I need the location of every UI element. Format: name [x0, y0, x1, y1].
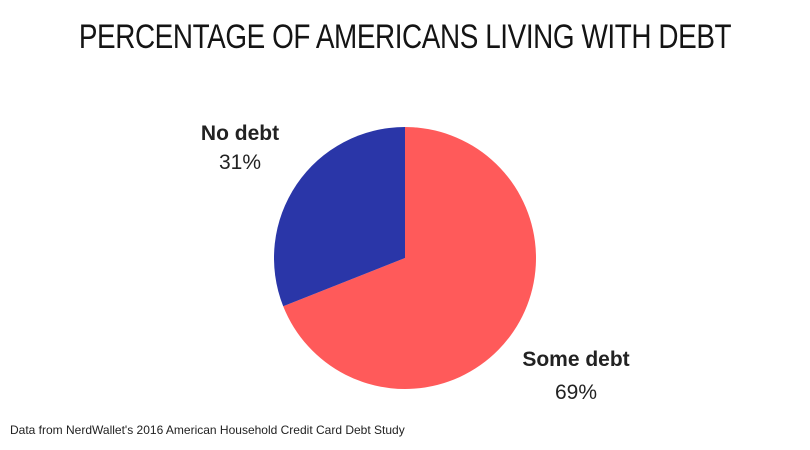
slice-label: Some debt: [522, 348, 629, 371]
slice-labels: Some debt 69% No debt 31%: [201, 122, 630, 404]
slice-label: No debt: [201, 122, 279, 145]
source-note: Data from NerdWallet's 2016 American Hou…: [10, 423, 405, 437]
pie-slice-no-debt: [273, 127, 405, 307]
slice-value-label: 69%: [555, 381, 597, 404]
chart-title: PERCENTAGE OF AMERICANS LIVING WITH DEBT: [78, 18, 732, 56]
slice-value-label: 31%: [219, 151, 261, 174]
pie-slice-some-debt: [283, 127, 536, 389]
pie-slices: [273, 127, 536, 389]
